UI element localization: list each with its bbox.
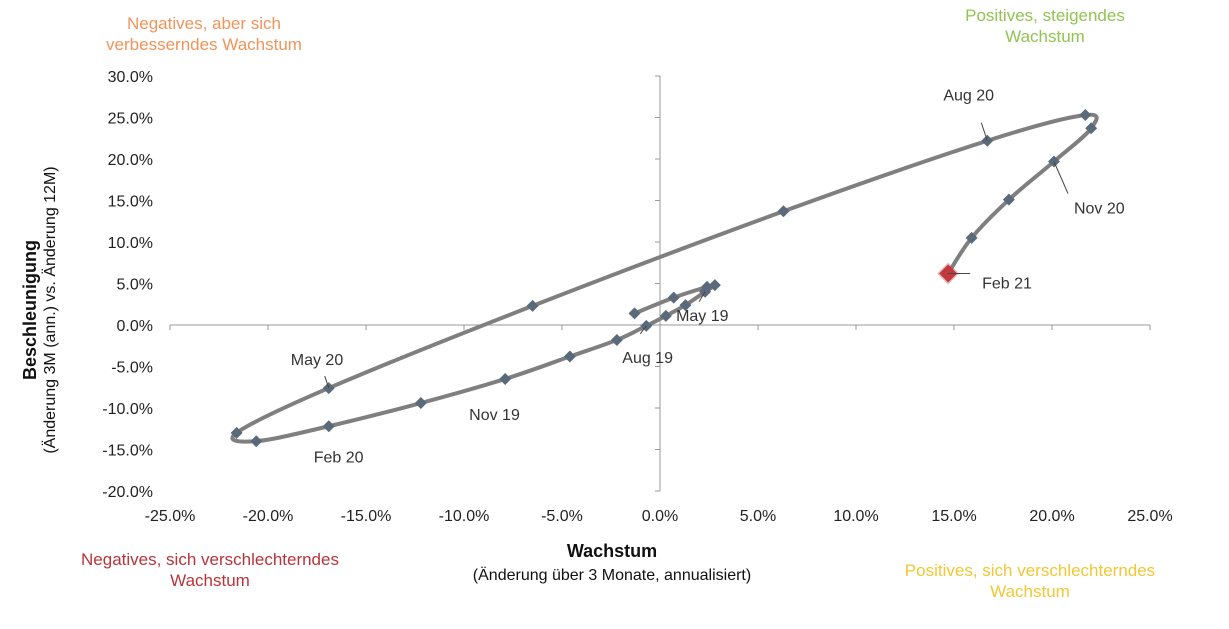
y-tick-label: -5.0% — [111, 360, 153, 377]
quadrant-label-top-left: Negatives, aber sich verbesserndes Wachs… — [106, 14, 302, 54]
annotation-label: Aug 19 — [622, 350, 673, 367]
y-tick-label: -20.0% — [102, 484, 153, 501]
quadrant-label-bottom-left: Negatives, sich verschlechterndes Wachst… — [81, 550, 339, 590]
x-tick-label: -15.0% — [341, 508, 392, 525]
quadrant-label-top-right: Positives, steigendes Wachstum — [965, 6, 1125, 46]
x-tick-label: -5.0% — [541, 508, 583, 525]
data-point — [1079, 109, 1092, 122]
y-axis-title: Beschleunigung — [20, 240, 40, 381]
axes — [169, 75, 1151, 492]
data-point — [679, 299, 692, 312]
data-point — [250, 435, 263, 448]
data-point — [526, 299, 539, 312]
annotation-label: May 20 — [291, 352, 344, 369]
annotation-leader-line — [698, 291, 706, 303]
data-point — [322, 420, 335, 433]
annotation-leader-line — [639, 325, 647, 335]
series — [230, 109, 1099, 448]
data-point — [659, 309, 672, 322]
y-tick-label: 0.0% — [117, 318, 153, 335]
x-tick-label: -10.0% — [439, 508, 490, 525]
annotation-leader-line — [1053, 161, 1069, 194]
y-tick-label: 5.0% — [117, 277, 153, 294]
data-point — [667, 291, 680, 304]
data-point — [965, 231, 978, 244]
data-point — [499, 372, 512, 385]
data-point — [610, 333, 623, 346]
annotation-label: Feb 20 — [314, 449, 364, 466]
quadrant-label-bottom-right: Positives, sich verschlechterndes Wachst… — [904, 561, 1156, 601]
x-tick-label: 20.0% — [1029, 508, 1074, 525]
annotation-label: Aug 20 — [943, 88, 994, 105]
x-tick-label: 15.0% — [931, 508, 976, 525]
y-tick-label: 15.0% — [108, 194, 153, 211]
y-tick-label: 20.0% — [108, 152, 153, 169]
y-tick-label: 10.0% — [108, 235, 153, 252]
annotation-label: May 19 — [676, 308, 729, 325]
data-point — [628, 307, 641, 320]
x-tick-label: 5.0% — [740, 508, 776, 525]
annotation-label: Nov 20 — [1074, 200, 1125, 217]
data-point — [1085, 122, 1098, 135]
data-point — [1002, 193, 1015, 206]
annotations: May 19 Aug 19 Nov 19 Feb 20 May 20 Aug 20 Nov … — [291, 88, 1125, 467]
x-tick-label: 25.0% — [1127, 508, 1172, 525]
data-point — [414, 397, 427, 410]
annotation-leader-line — [980, 122, 988, 141]
data-point — [230, 426, 243, 439]
series-line — [230, 112, 1099, 444]
annotation-label: Feb 21 — [982, 276, 1032, 293]
y-axis-title-group: Beschleunigung (Änderung 3M (ann.) vs. Ä… — [19, 50, 69, 570]
annotation-leader-line — [324, 375, 330, 389]
x-axis-title: Wachstum — [566, 541, 658, 561]
data-point — [708, 279, 721, 292]
x-tick-label: 0.0% — [642, 508, 678, 525]
y-tick-label: 25.0% — [108, 111, 153, 128]
x-axis-subtitle: (Änderung über 3 Monate, annualisiert) — [472, 567, 752, 584]
data-point — [777, 205, 790, 218]
tick-labels: -25.0% -20.0% -15.0% -10.0% -5.0% 0.0% 5.0% 10.… — [102, 69, 1172, 525]
y-tick-label: 30.0% — [108, 69, 153, 86]
x-tick-label: -20.0% — [243, 508, 294, 525]
y-tick-label: -15.0% — [102, 443, 153, 460]
data-point — [563, 350, 576, 363]
x-tick-label: -25.0% — [145, 508, 196, 525]
x-tick-label: 10.0% — [833, 508, 878, 525]
y-tick-label: -10.0% — [102, 401, 153, 418]
y-axis-subtitle: (Änderung 3M (ann.) vs. Änderung 12M) — [42, 166, 59, 454]
annotation-label: Nov 19 — [469, 407, 520, 424]
